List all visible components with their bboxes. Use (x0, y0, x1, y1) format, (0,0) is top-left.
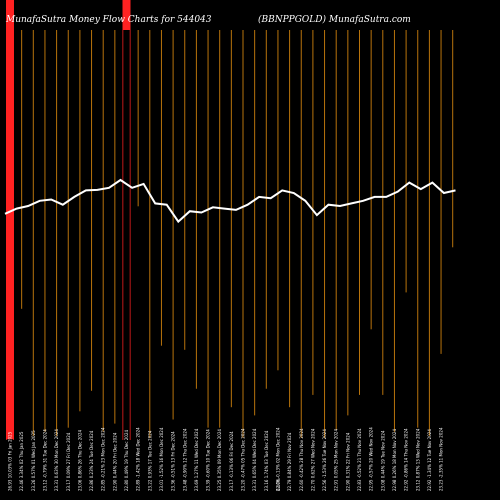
money-flow-bar (134, 206, 142, 440)
spike-bar (6, 0, 14, 440)
x-tick-label: 22.76 -0.13% 02 Mon Dec 2024 (275, 427, 280, 491)
x-tick-label: 22.46 3.34% 02 Thu Jan 2025 (19, 431, 24, 491)
x-tick-label: 22.92 -1.34% 12 Tue Nov 2024 (427, 429, 432, 491)
money-flow-bars (6, 30, 456, 440)
x-tick-label: 22.56 -1.53% 26 Tue Nov 2024 (322, 429, 327, 491)
money-flow-bar (263, 388, 270, 440)
x-extra-label: 0.00% (276, 478, 281, 491)
money-flow-bar (158, 345, 165, 440)
x-tick-label: 23.22 0.93% 17 Tue Dec 2024 (147, 430, 152, 491)
money-flow-bar (251, 415, 258, 440)
x-tick-label: 23.48 -0.90% 12 Thu Dec 2024 (182, 428, 187, 491)
money-flow-bar (344, 415, 352, 440)
money-flow-bar (228, 407, 235, 440)
x-tick-label: 23.20 -0.47% 05 Thu Dec 2024 (241, 428, 246, 491)
money-flow-bar (99, 431, 107, 440)
money-flow-bar (169, 419, 177, 440)
x-tick-label: 23.08 0.44% 19 Tue Nov 2024 (380, 430, 385, 491)
money-flow-bar (321, 437, 328, 440)
x-tick-label: 23.06 0.86% 26 Thu Dec 2024 (77, 430, 82, 491)
x-tick-label: 23.16 1.74% 03 Tue Dec 2024 (264, 430, 269, 491)
price-line-group (4, 178, 456, 224)
money-flow-bar (239, 437, 247, 440)
x-tick-label: 22.85 -0.21% 23 Mon Dec 2024 (101, 427, 106, 491)
x-tick-label: 22.92 -0.86% 14 Thu Nov 2024 (404, 428, 409, 491)
chart-title-left: MunafaSutra Money Flow Charts for 544043 (5, 15, 212, 25)
x-tick-label: 23.31 0.65% 04 Wed Dec 2024 (252, 428, 257, 491)
x-tick-label: 22.83 -0.52% 21 Thu Nov 2024 (357, 428, 362, 491)
money-flow-bar (332, 429, 340, 440)
money-flow-bar (65, 427, 72, 440)
money-flow-bar (204, 427, 212, 440)
money-flow-bar (402, 292, 410, 440)
money-flow-bar (367, 329, 375, 440)
x-tick-label: 23.12 -0.79% 31 Tue Dec 2024 (42, 429, 47, 491)
x-tick-label: 23.31 0.63% 30 Mon Dec 2024 (54, 429, 59, 491)
x-tick-label: 26.93 10.03% 03 Fri Jan 2025 (8, 431, 13, 491)
money-flow-bar (111, 423, 119, 440)
money-flow-bar (298, 437, 305, 440)
money-flow-bar (216, 427, 223, 440)
x-tick-label: 22.91 0.05% 25 Mon Nov 2024 (334, 429, 339, 491)
money-flow-bar (53, 435, 60, 440)
x-tick-label: 22.80 0.49% 19 Thu Dec 2024 (124, 430, 129, 491)
x-tick-label: 23.23 -2.35% 11 Mon Nov 2024 (439, 427, 444, 491)
money-flow-bar (88, 390, 95, 440)
money-flow-bar (76, 411, 84, 440)
x-tick-label: 22.90 0.31% 22 Fri Nov 2024 (345, 432, 350, 491)
money-flow-bar (18, 308, 25, 440)
money-flow-bar (123, 30, 130, 440)
money-flow-bar (426, 435, 433, 440)
x-tick-label: 22.98 0.26% 18 Mon Nov 2024 (392, 429, 397, 491)
money-flow-bar (414, 427, 421, 440)
x-tick-label: 23.26 0.57% 01 Wed Jan 2025 (31, 430, 36, 491)
x-tick-label: 23.25 0.35% 09 Mon Dec 2024 (217, 429, 222, 491)
money-flow-bar (146, 437, 154, 440)
money-flow-bar (379, 394, 387, 440)
x-tick-label: 22.89 -1.42% 18 Wed Dec 2024 (136, 427, 141, 491)
x-tick-label: 23.39 -0.60% 10 Tue Dec 2024 (206, 429, 211, 491)
chart-title-right: (BBNPPGOLD) MunafaSutra.com (258, 14, 411, 25)
money-flow-bar (193, 388, 200, 440)
x-tick-label: 23.01 -1.52% 16 Mon Dec 2024 (159, 427, 164, 491)
x-tick-labels: 26.93 10.03% 03 Fri Jan 2025 22.46 3.34% … (8, 427, 444, 491)
money-flow-bar (30, 435, 37, 440)
money-flow-bar (274, 370, 282, 440)
money-flow-bar (6, 439, 14, 440)
money-flow-bar (286, 407, 293, 440)
money-flow-bar (181, 349, 188, 440)
money-flow-bar (391, 431, 398, 440)
x-tick-label: 23.36 -0.51% 13 Fri Dec 2024 (171, 431, 176, 491)
x-tick-label: 22.95 -0.57% 20 Wed Nov 2024 (369, 427, 374, 491)
x-tick-label: 22.90 0.44% 20 Fri Dec 2024 (112, 432, 117, 491)
x-tick-label: 22.86 0.23% 24 Tue Dec 2024 (89, 430, 94, 491)
x-tick-label: 22.60 -0.42% 28 Thu Nov 2024 (299, 428, 304, 491)
money-flow-bar (356, 394, 363, 440)
money-flow-bar (449, 247, 456, 440)
x-tick-label: 23.12 0.87% 13 Wed Nov 2024 (415, 428, 420, 491)
x-tick-label: 23.69 1.27% 11 Wed Dec 2024 (194, 428, 199, 491)
money-flow-bar (41, 431, 49, 440)
x-tick-label: 23.17 0.09% 27 Fri Dec 2024 (66, 432, 71, 491)
x-tick-label: 22.79 0.84% 29 Fri Nov 2024 (287, 432, 292, 491)
x-tick-label: 22.70 0.62% 27 Wed Nov 2024 (310, 428, 315, 491)
price-line (4, 178, 456, 224)
money-flow-bar (309, 394, 317, 440)
money-flow-bar (437, 353, 445, 440)
x-tick-label: 23.17 -0.13% 06 Fri Dec 2024 (229, 431, 234, 491)
